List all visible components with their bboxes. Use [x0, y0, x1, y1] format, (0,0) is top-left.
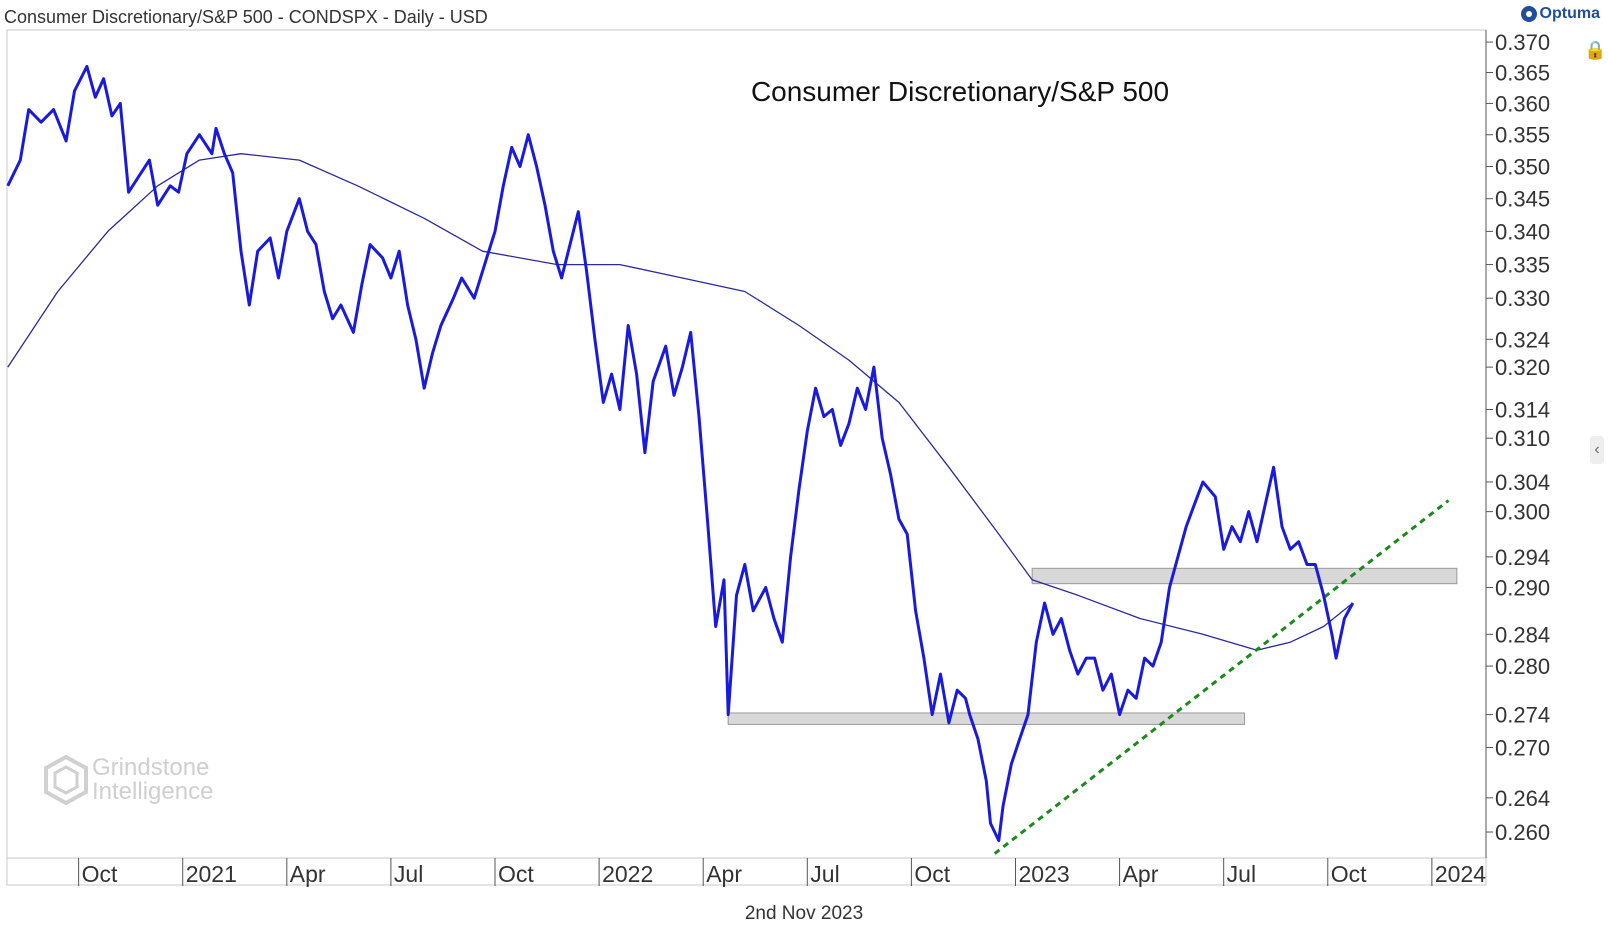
y-tick-label: 0.355 [1495, 123, 1550, 148]
watermark: Grindstone Intelligence [44, 755, 213, 805]
x-tick-label: 2023 [1018, 861, 1069, 887]
resistance-zone [1031, 567, 1458, 585]
y-tick-label: 0.335 [1495, 253, 1550, 278]
brand-name: Optuma [1539, 5, 1600, 22]
watermark-line2: Intelligence [92, 778, 214, 805]
x-tick-label: Oct [498, 861, 534, 887]
x-tick-label: Oct [914, 861, 950, 887]
footer-date: 2nd Nov 2023 [744, 903, 864, 924]
y-axis: 0.370 0.365 0.360 0.355 0.350 0.345 0.340 0.335… [1486, 30, 1550, 845]
y-tick-label: 0.294 [1495, 545, 1550, 570]
y-tick-label: 0.350 [1495, 154, 1550, 179]
chart-title: Consumer Discretionary/S&P 500 [751, 76, 1169, 107]
chart-frame [6, 29, 1487, 886]
x-axis: Oct 2021 Apr Jul Oct 2022 Apr Jul Oct 2023 Apr Jul O… [78, 858, 1486, 887]
x-tick-label: Jul [810, 861, 839, 887]
y-tick-label: 0.300 [1495, 500, 1550, 525]
chart-header-title: Consumer Discretionary/S&P 500 - CONDSPX… [4, 7, 488, 27]
x-tick-label: Jul [394, 861, 423, 887]
y-tick-label: 0.260 [1495, 820, 1550, 845]
y-tick-label: 0.370 [1495, 30, 1550, 55]
collapse-panel-icon[interactable]: ‹ [1590, 436, 1604, 464]
y-tick-label: 0.274 [1495, 703, 1550, 728]
y-tick-label: 0.330 [1495, 286, 1550, 311]
watermark-hexagon-icon [44, 755, 88, 805]
x-tick-label: Apr [706, 861, 742, 887]
y-tick-label: 0.264 [1495, 786, 1550, 811]
brand-logo: Optuma [1520, 5, 1600, 23]
y-tick-label: 0.345 [1495, 187, 1550, 212]
y-tick-label: 0.270 [1495, 736, 1550, 761]
watermark-line1: Grindstone [92, 754, 210, 781]
price-line [6, 64, 1355, 843]
lines-layer [6, 64, 1450, 855]
x-tick-label: Jul [1227, 861, 1256, 887]
x-tick-label: Apr [290, 861, 326, 887]
moving-average-line [7, 153, 1354, 651]
y-tick-label: 0.280 [1495, 654, 1550, 679]
x-tick-label: 2022 [602, 861, 653, 887]
y-tick-label: 0.360 [1495, 91, 1550, 116]
y-tick-label: 0.284 [1495, 622, 1550, 647]
y-tick-label: 0.304 [1495, 470, 1550, 495]
x-tick-label: 2024 [1435, 861, 1486, 887]
y-tick-label: 0.365 [1495, 61, 1550, 86]
x-tick-label: Oct [82, 861, 118, 887]
y-tick-label: 0.340 [1495, 219, 1550, 244]
y-tick-label: 0.314 [1495, 398, 1550, 423]
zones-layer [727, 567, 1458, 725]
lock-icon[interactable]: 🔒 [1584, 40, 1607, 60]
y-tick-label: 0.290 [1495, 576, 1550, 601]
optuma-logo-icon [1520, 6, 1537, 22]
y-tick-label: 0.320 [1495, 355, 1550, 380]
y-tick-label: 0.324 [1495, 327, 1550, 352]
y-tick-label: 0.310 [1495, 426, 1550, 451]
x-tick-label: Oct [1331, 861, 1367, 887]
x-tick-label: Apr [1123, 861, 1159, 887]
support-zone [727, 712, 1245, 725]
x-tick-label: 2021 [186, 861, 237, 887]
trendline [993, 499, 1450, 855]
